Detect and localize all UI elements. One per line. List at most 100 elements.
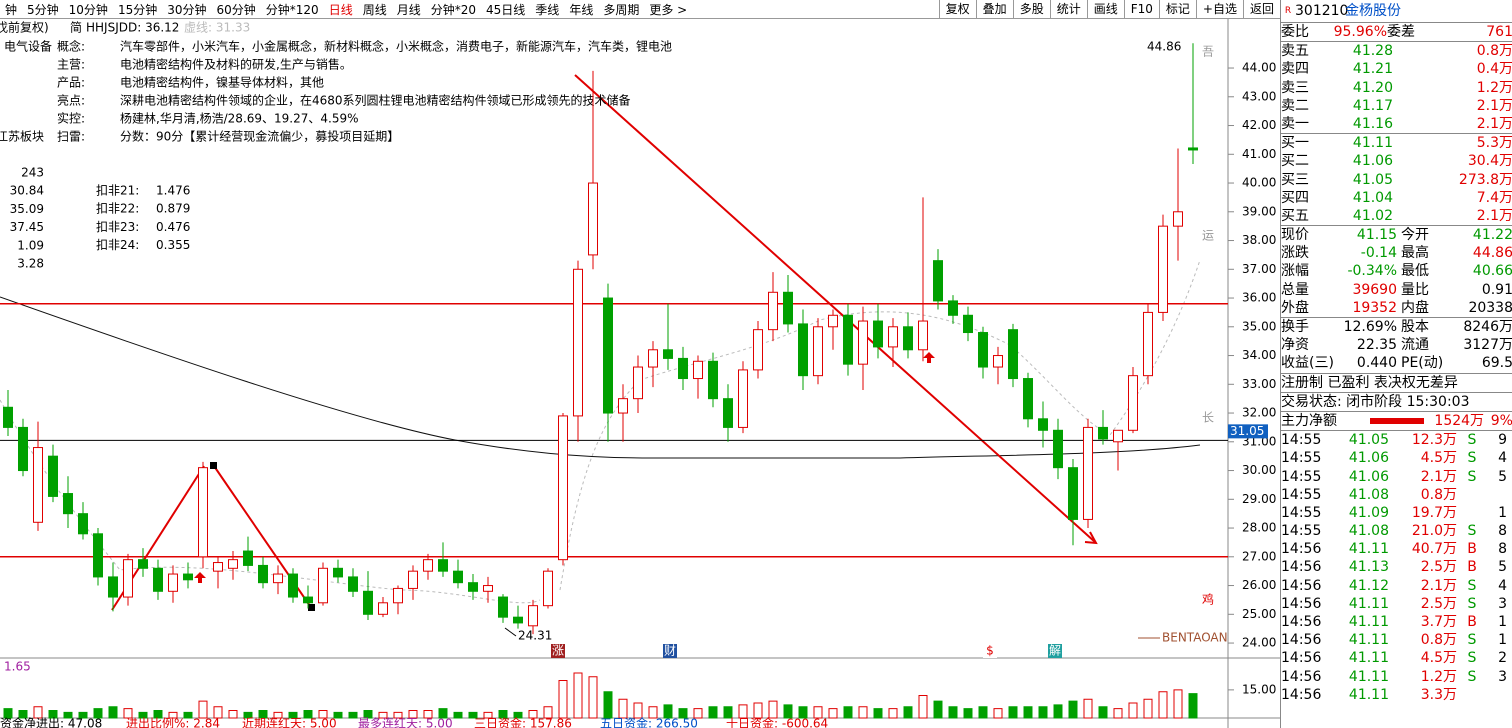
candle-body bbox=[978, 332, 988, 368]
tick-price: 41.06 bbox=[1348, 468, 1389, 485]
order-book-row: 买三 41.05 273.8万 bbox=[1281, 171, 1512, 189]
tick-time: 14:56 bbox=[1281, 559, 1322, 576]
toolbar: 钟 5分钟 10分钟 15分钟 30分钟 60分钟 分钟*120 日线 周线 月线 分钟*20 45日… bbox=[0, 0, 1280, 19]
candle-body bbox=[618, 398, 628, 414]
volume-bar bbox=[123, 708, 133, 719]
toolbar-button[interactable]: F10 bbox=[1123, 0, 1159, 18]
candle-body bbox=[648, 349, 658, 368]
summary-value: 20338 bbox=[1468, 299, 1512, 316]
book-volume: 30.4万 bbox=[1467, 153, 1512, 170]
period-tab[interactable]: 多周期 bbox=[603, 2, 640, 17]
volume-bar bbox=[108, 706, 118, 719]
candle-body bbox=[303, 596, 313, 604]
period-tab[interactable]: 5分钟 bbox=[27, 2, 59, 17]
volume-bar bbox=[1173, 689, 1183, 719]
toolbar-button[interactable]: 画线 bbox=[1086, 0, 1124, 18]
period-tab[interactable]: 15分钟 bbox=[117, 2, 158, 17]
candle-body bbox=[123, 559, 133, 598]
candle-body bbox=[498, 596, 508, 618]
candle-body bbox=[1113, 429, 1123, 443]
period-tab[interactable]: 更多 > bbox=[649, 2, 688, 17]
tick-price: 41.11 bbox=[1348, 614, 1389, 630]
toolbar-button[interactable]: 标记 bbox=[1158, 0, 1196, 18]
volume-bar bbox=[153, 710, 163, 719]
tick-count: 9 bbox=[1498, 432, 1507, 449]
order-book-row: 买二 41.06 30.4万 bbox=[1281, 152, 1512, 170]
period-tab[interactable]: 分钟*20 bbox=[430, 2, 477, 17]
summary-value: 69.5 bbox=[1481, 355, 1512, 372]
tick-count: 2 bbox=[1498, 650, 1507, 667]
event-marker-box bbox=[1048, 644, 1062, 658]
period-tab[interactable]: 年线 bbox=[569, 2, 594, 17]
volume-bar bbox=[78, 711, 88, 719]
up-arrow bbox=[923, 352, 935, 363]
volume-bar bbox=[753, 702, 763, 719]
candle-body bbox=[288, 573, 298, 598]
extra-value: 0.355 bbox=[156, 238, 190, 252]
icon: 简 bbox=[70, 21, 82, 35]
candle-body bbox=[723, 398, 733, 428]
y-tick-label: 36.00 bbox=[1242, 291, 1276, 305]
period-tab[interactable]: 10分钟 bbox=[68, 2, 108, 17]
period-tab[interactable]: 周线 bbox=[362, 2, 387, 17]
book-label: 买三 bbox=[1281, 171, 1309, 188]
candle-body bbox=[663, 349, 673, 359]
tick-volume: 2.1万 bbox=[1420, 577, 1457, 594]
toolbar-button[interactable]: 统计 bbox=[1049, 0, 1087, 18]
tick-count: 4 bbox=[1498, 450, 1507, 467]
candle-body bbox=[93, 533, 103, 578]
low-label: 24.31 bbox=[518, 629, 552, 643]
summary-label: PE(动) bbox=[1401, 355, 1444, 372]
status-row: 交易状态: 闭市阶段 15:30:03 bbox=[1281, 391, 1512, 411]
tick-flag: S bbox=[1467, 650, 1477, 667]
period-tab[interactable]: 日线 bbox=[328, 2, 353, 17]
book-volume: 2.1万 bbox=[1476, 115, 1512, 132]
summary-label: 量比 bbox=[1401, 281, 1429, 298]
period-tab[interactable]: 45日线 bbox=[486, 2, 526, 17]
y-tick-label: 28.00 bbox=[1242, 521, 1276, 535]
stat-value: 37.45 bbox=[10, 220, 44, 234]
tick-row: 14:56 41.11 40.7万 B 8 bbox=[1281, 540, 1512, 558]
candle-body bbox=[108, 576, 118, 598]
ratio-label: 委差 bbox=[1387, 24, 1415, 40]
candle-body bbox=[1158, 225, 1168, 313]
summary-value: 40.66 bbox=[1472, 263, 1512, 280]
period-tab[interactable]: 60分钟 bbox=[216, 2, 256, 17]
book-label: 卖三 bbox=[1281, 79, 1309, 96]
tick-count: 8 bbox=[1498, 523, 1507, 540]
summary-label: 最高 bbox=[1401, 245, 1429, 262]
volume-tick-label: 15.00 bbox=[1242, 682, 1276, 696]
tick-price: 41.11 bbox=[1348, 668, 1389, 685]
stat-value: 35.09 bbox=[10, 202, 44, 216]
summary-value: 39690 bbox=[1352, 281, 1397, 298]
toolbar-button[interactable]: 复权 bbox=[938, 0, 976, 18]
volume-bar bbox=[783, 704, 793, 719]
period-tab[interactable]: 30分钟 bbox=[167, 2, 207, 17]
summary-label: 涨幅 bbox=[1281, 263, 1309, 280]
period-tab[interactable]: 季线 bbox=[535, 2, 560, 17]
volume-bar bbox=[348, 711, 358, 719]
tick-row: 14:55 41.08 21.0万 S 8 bbox=[1281, 522, 1512, 540]
toolbar-button[interactable]: 叠加 bbox=[975, 0, 1013, 18]
period-tab[interactable]: 钟 bbox=[5, 2, 18, 17]
candle-body bbox=[228, 559, 238, 569]
tick-volume: 1.2万 bbox=[1420, 668, 1457, 685]
toolbar-button[interactable]: +自选 bbox=[1195, 0, 1243, 18]
candle-body bbox=[258, 564, 268, 584]
footer-item: 进出比例%: 2.84 bbox=[126, 717, 220, 728]
y-tick-label: 44.00 bbox=[1242, 61, 1276, 75]
volume-bar bbox=[993, 708, 1003, 719]
extra-value: 0.476 bbox=[156, 220, 190, 234]
toolbar-button[interactable]: 多股 bbox=[1012, 0, 1050, 18]
volume-bar bbox=[483, 711, 493, 719]
candle-body bbox=[813, 326, 823, 377]
toolbar-button[interactable]: 返回 bbox=[1242, 0, 1280, 18]
period-tab[interactable]: 月线 bbox=[396, 2, 421, 17]
book-volume: 0.4万 bbox=[1476, 61, 1512, 78]
candle-body bbox=[693, 360, 703, 380]
volume-bar bbox=[18, 710, 28, 719]
tick-time: 14:56 bbox=[1281, 595, 1322, 612]
y-tick-label: 29.00 bbox=[1242, 492, 1276, 506]
book-volume: 2.1万 bbox=[1476, 97, 1512, 114]
period-tab[interactable]: 分钟*120 bbox=[265, 2, 319, 17]
